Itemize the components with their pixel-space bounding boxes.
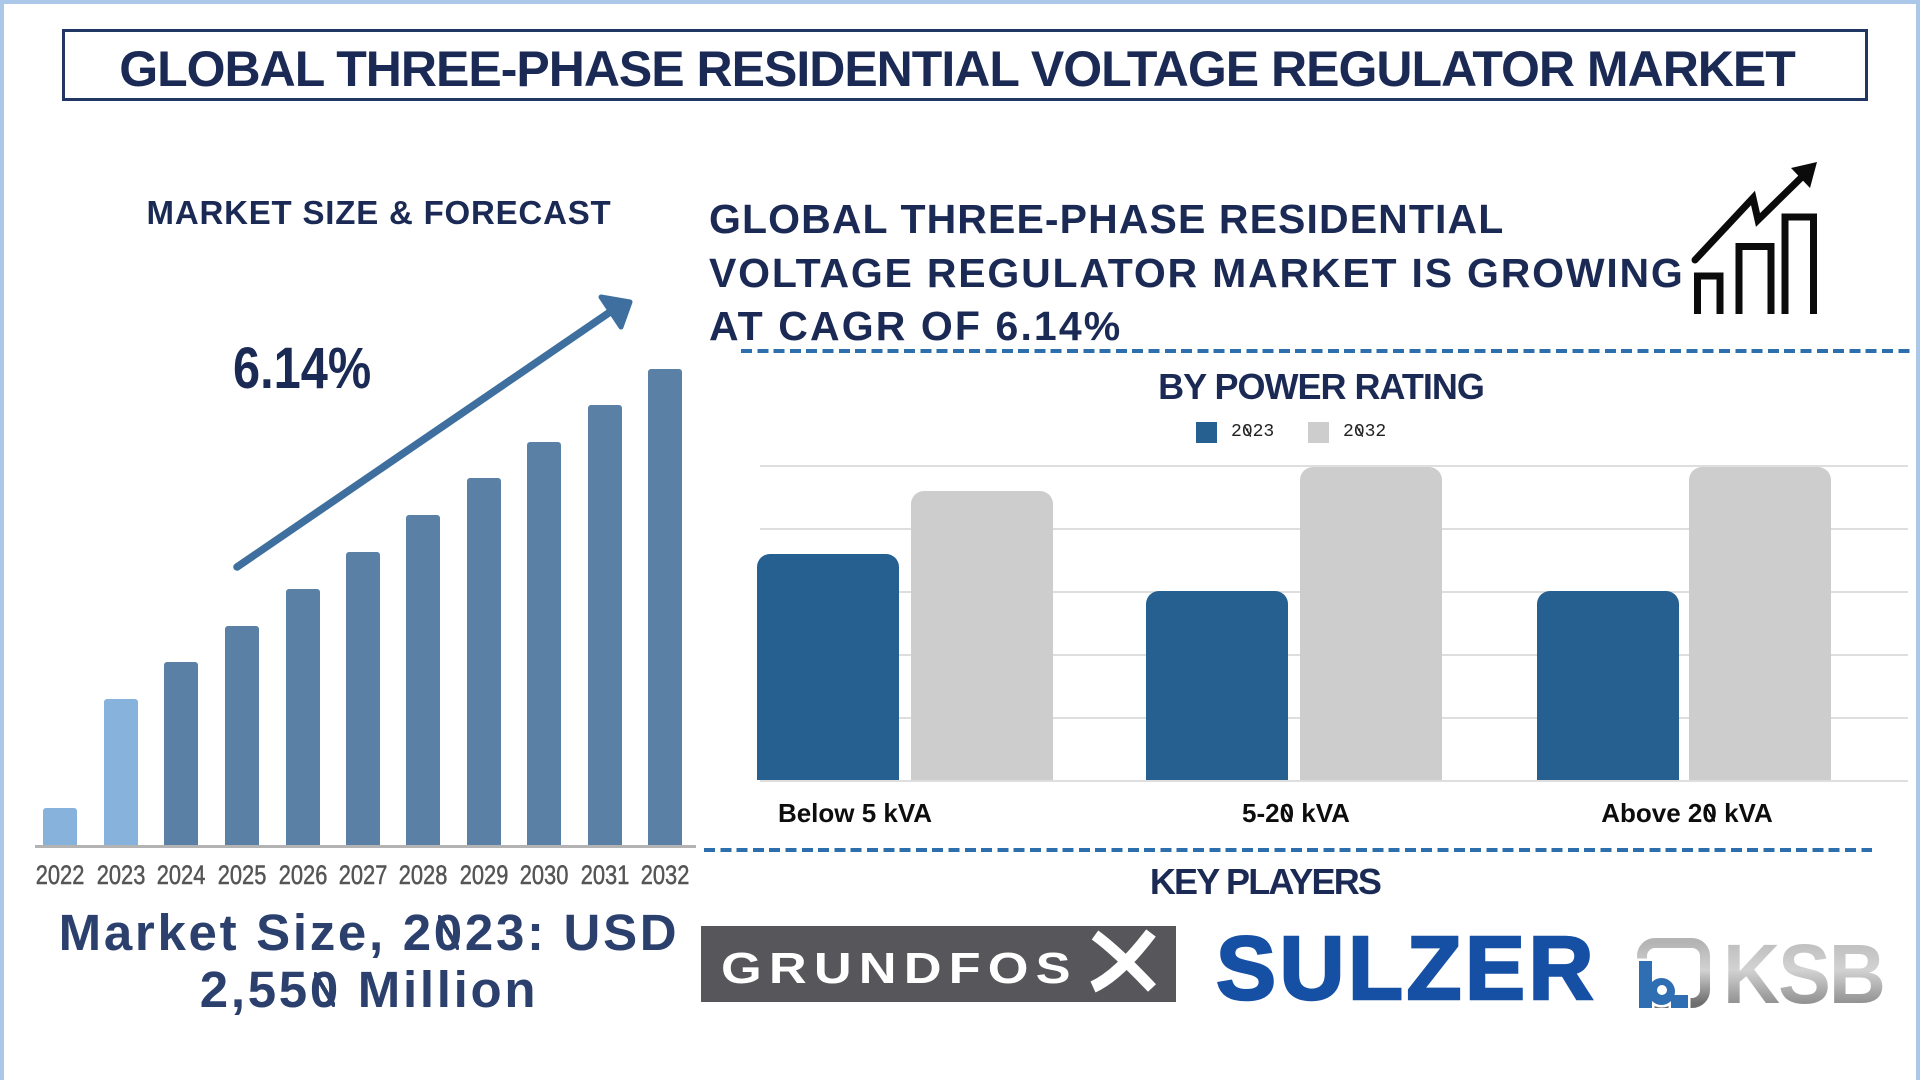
svg-text:KSB: KSB bbox=[1723, 930, 1884, 1015]
